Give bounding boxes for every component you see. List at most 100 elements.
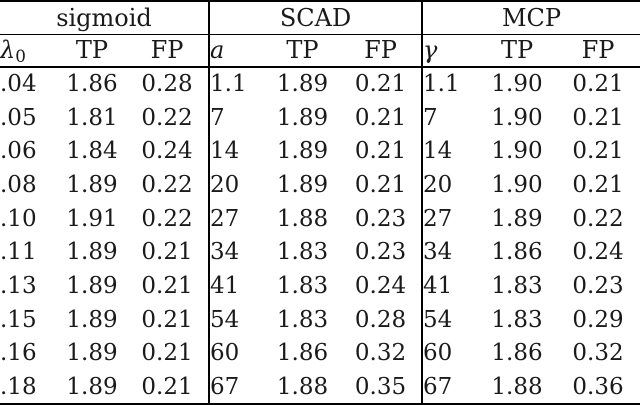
cell-tp-mcp: 1.90 (491, 171, 543, 198)
cell-tp-scad: 1.89 (276, 104, 329, 131)
cell-a-value: 27 (208, 201, 265, 236)
cell-a-value: 7 (208, 100, 265, 135)
cell-tp-sigmoid: 1.91 (66, 205, 118, 232)
group-header-sigmoid: sigmoid (56, 3, 152, 32)
cell-tp-sigmoid: 1.89 (66, 171, 118, 198)
cell-tp-sigmoid: 1.89 (66, 306, 118, 333)
cell-fp-mcp: 0.21 (572, 71, 624, 98)
cell-tp-mcp: 1.83 (491, 272, 543, 299)
cell-a-value: 14 (208, 134, 265, 169)
cell-tp-mcp: 1.89 (491, 205, 543, 232)
cell-lambda0-value: .10 (0, 205, 37, 232)
cell-lambda0-value: .18 (0, 373, 37, 400)
cell-tp-scad: 1.89 (276, 71, 329, 98)
cell-gamma-value: 41 (421, 269, 479, 303)
cell-a-value: 34 (208, 235, 265, 270)
cell-gamma-value: 1.1 (421, 67, 479, 101)
group-header-mcp: MCP (421, 1, 640, 34)
table-row: .06 1.84 0.24 14 1.89 0.21 14 1.90 0.21 (0, 134, 640, 169)
table-row: .04 1.86 0.28 1.1 1.89 0.21 1.1 1.90 0.2… (0, 67, 640, 101)
cell-lambda0-value: .11 (0, 239, 37, 266)
cell-tp-mcp: 1.86 (491, 340, 543, 367)
col-header-a: a (208, 34, 265, 67)
cell-fp-scad: 0.21 (354, 104, 407, 131)
col-header-tp-sigmoid: TP (75, 36, 109, 65)
cell-tp-scad: 1.89 (276, 138, 329, 165)
table-row: .13 1.89 0.21 41 1.83 0.24 41 1.83 0.23 (0, 269, 640, 303)
col-header-fp-sigmoid: FP (150, 36, 184, 65)
col-header-tp-mcp: TP (500, 36, 534, 65)
cell-fp-scad: 0.21 (354, 171, 407, 198)
cell-gamma-value: 7 (421, 100, 479, 135)
group-header-scad: SCAD (207, 1, 423, 34)
cell-tp-mcp: 1.88 (491, 373, 543, 400)
lambda-subscript: 0 (15, 46, 26, 67)
cell-fp-scad: 0.21 (354, 138, 407, 165)
table-row: .15 1.89 0.21 54 1.83 0.28 54 1.83 0.29 (0, 302, 640, 337)
cell-fp-sigmoid: 0.24 (141, 138, 193, 165)
table-row: .08 1.89 0.22 20 1.89 0.21 20 1.90 0.21 (0, 168, 640, 202)
cell-tp-mcp: 1.86 (491, 239, 543, 266)
table-row: .05 1.81 0.22 7 1.89 0.21 7 1.90 0.21 (0, 100, 640, 135)
cell-tp-sigmoid: 1.89 (66, 340, 118, 367)
cell-gamma-value: 14 (421, 134, 479, 169)
cell-fp-scad: 0.23 (354, 239, 407, 266)
cell-fp-mcp: 0.22 (572, 205, 624, 232)
cell-fp-scad: 0.35 (354, 373, 407, 400)
cell-tp-sigmoid: 1.84 (66, 138, 118, 165)
cell-fp-sigmoid: 0.21 (141, 340, 193, 367)
a-symbol: a (210, 36, 225, 65)
cell-fp-mcp: 0.29 (572, 306, 624, 333)
cell-tp-scad: 1.88 (276, 373, 329, 400)
cell-fp-sigmoid: 0.21 (141, 272, 193, 299)
cell-gamma-value: 34 (421, 235, 479, 270)
cell-tp-sigmoid: 1.89 (66, 272, 118, 299)
cell-fp-sigmoid: 0.22 (141, 205, 193, 232)
cell-gamma-value: 54 (421, 302, 479, 337)
cell-fp-scad: 0.28 (354, 306, 407, 333)
cell-tp-scad: 1.83 (276, 239, 329, 266)
cell-tp-mcp: 1.90 (491, 71, 543, 98)
cell-fp-mcp: 0.21 (572, 138, 624, 165)
cell-gamma-value: 20 (421, 168, 479, 202)
cell-fp-mcp: 0.21 (572, 104, 624, 131)
cell-fp-scad: 0.21 (354, 71, 407, 98)
cell-lambda0-value: .15 (0, 306, 37, 333)
cell-lambda0-value: .06 (0, 138, 37, 165)
cell-lambda0-value: .08 (0, 171, 37, 198)
column-header-row: λ0 TP FP a TP FP γ TP FP (0, 34, 640, 67)
cell-fp-sigmoid: 0.28 (141, 71, 193, 98)
cell-tp-scad: 1.89 (276, 171, 329, 198)
cell-fp-mcp: 0.23 (572, 272, 624, 299)
cell-a-value: 41 (208, 269, 265, 303)
cell-fp-mcp: 0.32 (572, 340, 624, 367)
cell-tp-scad: 1.88 (276, 205, 329, 232)
cell-tp-sigmoid: 1.89 (66, 373, 118, 400)
lambda-symbol: λ (0, 36, 16, 65)
table-row: .18 1.89 0.21 67 1.88 0.35 67 1.88 0.36 (0, 370, 640, 404)
cell-fp-sigmoid: 0.21 (141, 239, 193, 266)
cell-a-value: 54 (208, 302, 265, 337)
cell-tp-scad: 1.83 (276, 306, 329, 333)
table-body: .04 1.86 0.28 1.1 1.89 0.21 1.1 1.90 0.2… (0, 67, 640, 404)
col-header-fp-scad: FP (364, 36, 397, 65)
table-row: .16 1.89 0.21 60 1.86 0.32 60 1.86 0.32 (0, 336, 640, 371)
cell-a-value: 67 (208, 370, 265, 404)
cell-fp-mcp: 0.36 (572, 373, 624, 400)
cell-gamma-value: 60 (421, 336, 479, 371)
col-header-lambda0: λ0 (0, 34, 58, 67)
cell-fp-mcp: 0.24 (572, 239, 624, 266)
cell-fp-scad: 0.24 (354, 272, 407, 299)
cell-tp-sigmoid: 1.89 (66, 239, 118, 266)
cell-tp-scad: 1.86 (276, 340, 329, 367)
col-header-gamma: γ (421, 34, 479, 67)
cell-lambda0-value: .05 (0, 104, 37, 131)
cell-fp-mcp: 0.21 (572, 171, 624, 198)
cell-fp-sigmoid: 0.22 (141, 104, 193, 131)
table-row: .10 1.91 0.22 27 1.88 0.23 27 1.89 0.22 (0, 201, 640, 236)
cell-lambda0-value: .16 (0, 340, 37, 367)
cell-fp-scad: 0.23 (354, 205, 407, 232)
cell-fp-sigmoid: 0.21 (141, 373, 193, 400)
